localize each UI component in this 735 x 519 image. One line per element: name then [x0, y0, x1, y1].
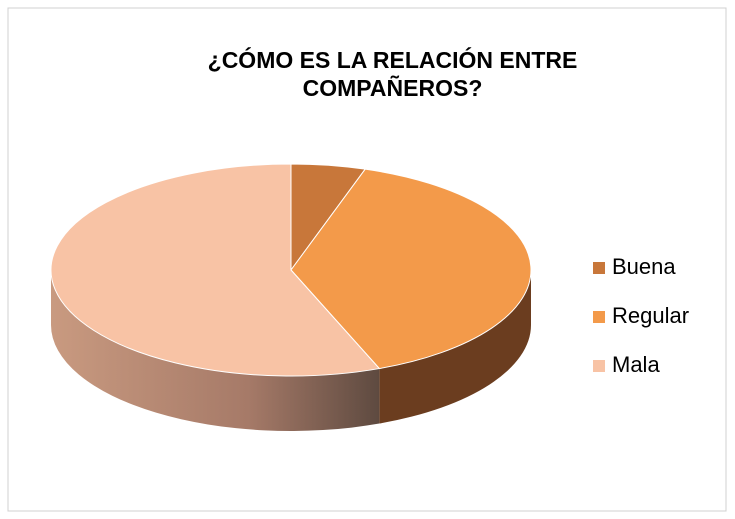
legend-label: Regular — [612, 303, 689, 328]
pie — [50, 163, 532, 431]
legend-label: Buena — [612, 254, 676, 279]
chart-title: ¿CÓMO ES LA RELACIÓN ENTRE COMPAÑEROS? — [207, 47, 578, 101]
legend-swatch — [593, 311, 605, 323]
pie-side — [51, 270, 380, 431]
legend-swatch — [593, 262, 605, 274]
legend-label: Mala — [612, 352, 660, 377]
pie-slice — [290, 168, 532, 370]
pie-slice — [50, 163, 381, 377]
legend: Buena Regular Mala — [593, 254, 689, 377]
pie-side — [379, 270, 531, 424]
legend-swatch — [593, 360, 605, 372]
